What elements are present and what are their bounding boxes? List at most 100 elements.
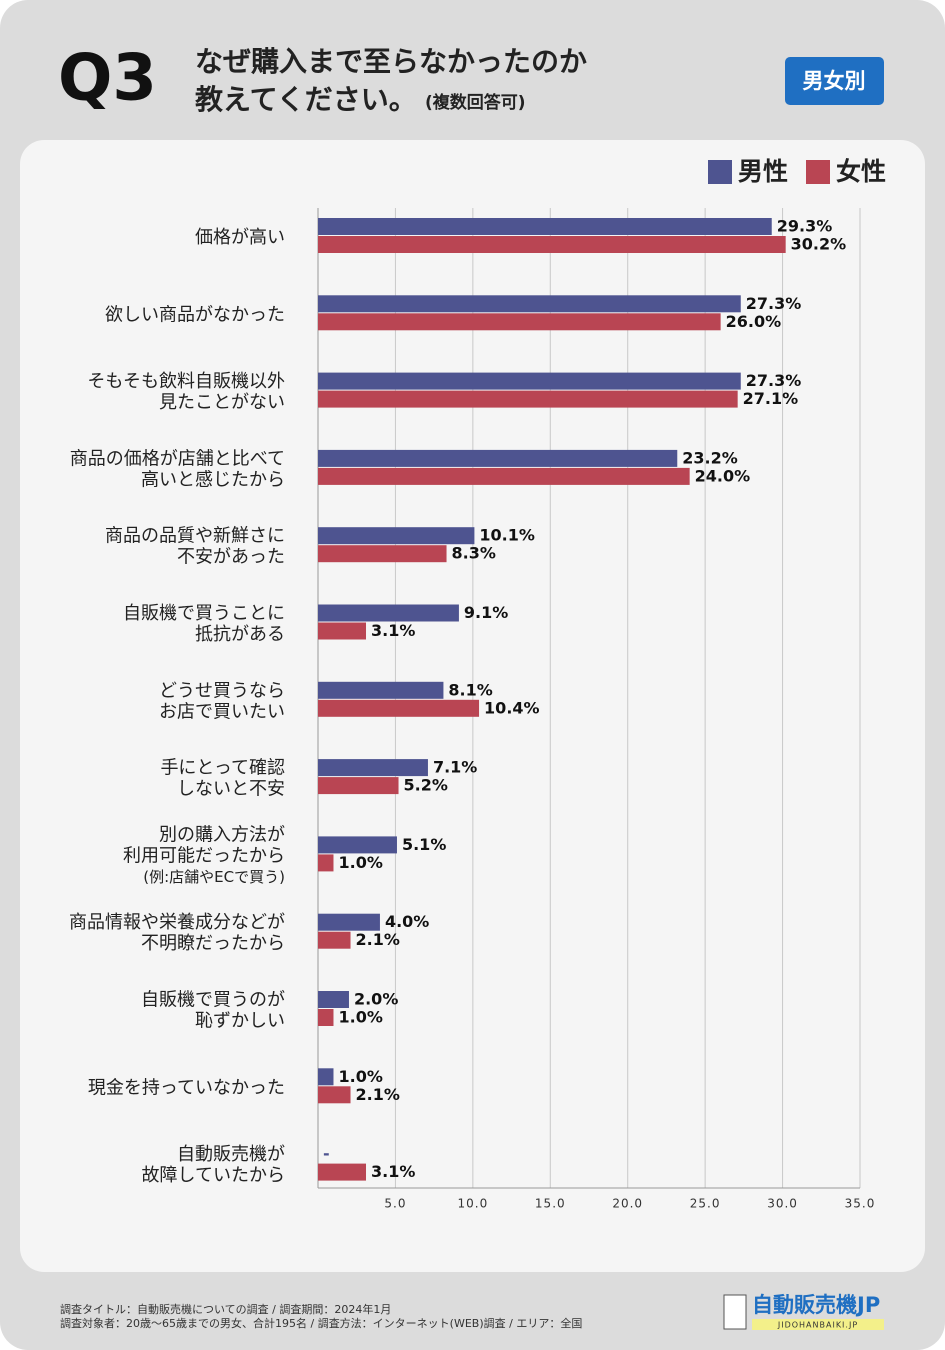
bar bbox=[318, 1009, 334, 1026]
logo-icon bbox=[723, 1294, 747, 1330]
category-label: 自販機で買うことに bbox=[123, 603, 285, 624]
value-label: 26.0% bbox=[726, 312, 782, 331]
title-line: なぜ購入まで至らなかったのか bbox=[195, 45, 587, 78]
value-label: 27.1% bbox=[743, 389, 799, 408]
value-label: 5.2% bbox=[404, 776, 448, 795]
value-label: 1.0% bbox=[338, 853, 382, 872]
bar bbox=[318, 390, 738, 408]
category-label: 利用可能だったから bbox=[123, 845, 285, 866]
bar bbox=[318, 622, 367, 640]
value-label: 4.0% bbox=[385, 912, 429, 931]
value-label: 8.1% bbox=[448, 680, 492, 699]
value-label: 10.4% bbox=[484, 698, 540, 717]
value-label: 7.1% bbox=[433, 758, 477, 777]
category-label: 商品の価格が店舗と比べて bbox=[70, 448, 285, 469]
legend-swatch bbox=[708, 160, 732, 184]
value-label: 1.0% bbox=[338, 1008, 382, 1027]
category-label: 故障していたから bbox=[142, 1165, 285, 1186]
category-label: 現金を持っていなかった bbox=[88, 1077, 285, 1098]
value-label: 2.1% bbox=[356, 1085, 400, 1104]
value-label: 5.1% bbox=[402, 835, 446, 854]
value-label: 1.0% bbox=[338, 1067, 382, 1086]
value-label: 2.1% bbox=[356, 930, 400, 949]
bar bbox=[318, 295, 741, 313]
bar bbox=[318, 759, 428, 777]
x-tick-label: 30.0 bbox=[767, 1197, 798, 1211]
category-label: 商品の品質や新鮮さに bbox=[105, 526, 285, 547]
logo-sub: JIDOHANBAIKI.JP bbox=[777, 1321, 858, 1330]
value-label: 3.1% bbox=[371, 1162, 415, 1181]
category-label: 価格が高い bbox=[195, 227, 285, 248]
value-label: 23.2% bbox=[682, 448, 738, 467]
title-note: (複数回答可) bbox=[425, 92, 526, 113]
bar bbox=[318, 1086, 351, 1104]
bar bbox=[318, 1163, 367, 1181]
value-label: 27.3% bbox=[746, 371, 802, 390]
bar bbox=[318, 836, 397, 854]
value-label: 24.0% bbox=[695, 466, 751, 485]
category-label: 自販機で買うのが bbox=[141, 990, 285, 1011]
footer-line: 調査対象者：20歳〜65歳までの男女、合計195名 / 調査方法：インターネット… bbox=[60, 1316, 582, 1330]
bar bbox=[318, 372, 741, 390]
bar bbox=[318, 449, 678, 467]
bar bbox=[318, 218, 772, 235]
bar bbox=[318, 681, 444, 699]
value-label: 30.2% bbox=[791, 235, 847, 254]
category-label: 手にとって確認 bbox=[160, 758, 285, 779]
bar bbox=[318, 527, 475, 545]
category-label: 高いと感じたから bbox=[141, 469, 285, 490]
value-label: 9.1% bbox=[464, 603, 508, 622]
bar bbox=[318, 467, 690, 485]
x-tick-label: 5.0 bbox=[384, 1197, 406, 1211]
logo-band bbox=[752, 1319, 884, 1330]
bar bbox=[318, 236, 786, 253]
bar bbox=[318, 604, 459, 622]
bar bbox=[318, 931, 351, 949]
logo: 自動販売機JP bbox=[752, 1293, 880, 1317]
value-label: 8.3% bbox=[452, 544, 496, 563]
value-label: - bbox=[323, 1144, 330, 1163]
bar bbox=[318, 699, 480, 717]
category-label: 見たことがない bbox=[159, 392, 285, 413]
category-label: 不安があった bbox=[177, 547, 285, 568]
question-number: Q3 bbox=[58, 42, 157, 116]
x-tick-label: 35.0 bbox=[845, 1197, 876, 1211]
legend-label: 女性 bbox=[836, 157, 886, 186]
category-label: お店で買いたい bbox=[159, 701, 285, 722]
value-label: 29.3% bbox=[777, 217, 833, 236]
x-tick-label: 10.0 bbox=[457, 1197, 488, 1211]
category-label: (例:店舗やECで買う) bbox=[143, 868, 285, 886]
badge bbox=[785, 57, 884, 105]
footer-line: 調査タイトル：自動販売機についての調査 / 調査期間：2024年1月 bbox=[60, 1302, 391, 1316]
title-line: 教えてください。 bbox=[195, 83, 417, 116]
bar bbox=[318, 991, 349, 1008]
x-tick-label: 25.0 bbox=[690, 1197, 721, 1211]
x-tick-label: 20.0 bbox=[612, 1197, 643, 1211]
bar bbox=[318, 913, 380, 931]
x-tick-label: 15.0 bbox=[535, 1197, 566, 1211]
category-label: 不明瞭だったから bbox=[141, 933, 285, 954]
bar bbox=[318, 854, 334, 872]
value-label: 27.3% bbox=[746, 294, 802, 313]
category-label: 別の購入方法が bbox=[159, 824, 285, 845]
category-label: そもそも飲料自販機以外 bbox=[87, 371, 285, 392]
value-label: 10.1% bbox=[479, 526, 535, 545]
category-label: 欲しい商品がなかった bbox=[105, 304, 285, 325]
category-label: どうせ買うなら bbox=[159, 680, 285, 701]
value-label: 3.1% bbox=[371, 621, 415, 640]
category-label: 恥ずかしい bbox=[195, 1011, 285, 1032]
bar bbox=[318, 545, 447, 563]
category-label: 自動販売機が bbox=[177, 1144, 285, 1165]
bar bbox=[318, 777, 399, 795]
legend-swatch bbox=[806, 160, 830, 184]
legend-label: 男性 bbox=[738, 157, 788, 186]
badge-text: 男女別 bbox=[803, 69, 866, 93]
bar bbox=[318, 313, 721, 331]
category-label: 抵抗がある bbox=[195, 624, 285, 645]
category-label: 商品情報や栄養成分などが bbox=[69, 912, 285, 933]
bar bbox=[318, 1068, 334, 1086]
value-label: 2.0% bbox=[354, 990, 398, 1009]
category-label: しないと不安 bbox=[177, 779, 285, 800]
